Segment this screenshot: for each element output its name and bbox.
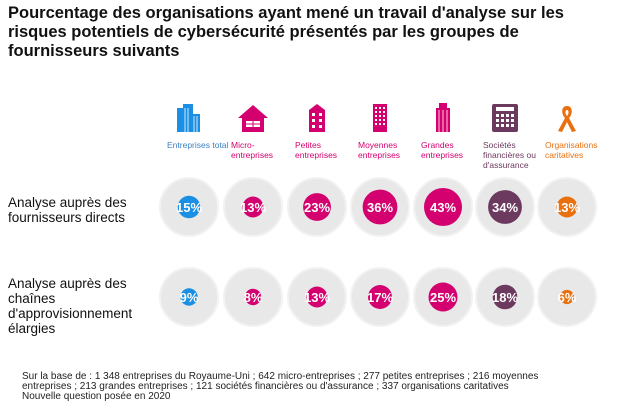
tower-building-icon (373, 104, 387, 132)
data-label: 18% (492, 290, 518, 305)
bubble-value-mark (423, 187, 463, 227)
data-label: 13% (554, 200, 580, 215)
bubble-0-0: 15% (159, 177, 219, 237)
category-label: Micro-entreprises (231, 140, 274, 160)
data-label: 36% (367, 200, 393, 215)
bubble-value-mark (492, 284, 518, 310)
bubble-1-2: 13% (287, 267, 347, 327)
footnote: Sur la base de : 1 348 entreprises du Ro… (22, 372, 582, 402)
bubble-value-mark (244, 288, 262, 306)
data-label: 6% (558, 290, 577, 305)
data-label: 34% (492, 200, 518, 215)
bubble-value-mark (428, 282, 458, 312)
data-label: 43% (430, 200, 456, 215)
data-label: 15% (176, 200, 202, 215)
bubble-1-3: 17% (350, 267, 410, 327)
house-icon (238, 105, 268, 132)
office-buildings-icon (177, 104, 200, 132)
chart-title: Pourcentage des organisations ayant mené… (8, 4, 564, 60)
bubble-value-mark (180, 288, 198, 306)
bubble-value-mark (242, 196, 264, 218)
bubble-1-1: 8% (223, 267, 283, 327)
data-label: 13% (304, 290, 330, 305)
bubble-1-6: 6% (537, 267, 597, 327)
category-1: Micro-entreprises (231, 102, 295, 160)
category-2: Petites entreprises (295, 102, 359, 160)
data-label: 9% (180, 290, 199, 305)
category-label: Petites entreprises (295, 140, 338, 160)
bubble-0-6: 13% (537, 177, 597, 237)
bubble-value-mark (368, 285, 392, 309)
bubble-value-mark (177, 195, 201, 219)
category-label: Moyennes entreprises (358, 140, 401, 160)
category-label: Sociétés financières ou d'assurance (483, 140, 536, 170)
bubble-0-4: 43% (413, 177, 473, 237)
bubble-value-mark (559, 289, 575, 305)
row-label-extended: Analyse auprès des chaînes d'approvision… (8, 276, 133, 336)
data-label: 25% (430, 290, 456, 305)
bubble-1-5: 18% (475, 267, 535, 327)
data-label: 23% (304, 200, 330, 215)
calculator-icon (492, 104, 518, 132)
footnote-base: Sur la base de : 1 348 entreprises du Ro… (22, 371, 539, 392)
category-4: Grandes entreprises (421, 102, 485, 160)
bubble-0-5: 34% (475, 177, 535, 237)
category-3: Moyennes entreprises (358, 102, 422, 160)
bubble-value-mark (488, 190, 522, 224)
row-label-direct: Analyse auprès des fournisseurs directs (8, 195, 127, 225)
footnote-new-question: Nouvelle question posée en 2020 (22, 391, 171, 402)
bubble-value-mark (303, 193, 331, 221)
bubble-0-2: 23% (287, 177, 347, 237)
bubble-value-mark (556, 196, 578, 218)
category-5: Sociétés financières ou d'assurance (483, 102, 547, 170)
ribbon-icon (558, 106, 576, 132)
category-label: Entreprises total (167, 140, 229, 150)
bubble-0-3: 36% (350, 177, 410, 237)
category-label: Grandes entreprises (421, 140, 464, 160)
category-label: Organisations caritatives (545, 140, 598, 160)
bubble-value-mark (362, 189, 398, 225)
bubble-1-0: 9% (159, 267, 219, 327)
bubble-1-4: 25% (413, 267, 473, 327)
large-building-icon (436, 103, 450, 132)
bubble-0-1: 13% (223, 177, 283, 237)
small-building-icon (309, 104, 325, 132)
data-label: 8% (244, 290, 263, 305)
data-label: 17% (367, 290, 393, 305)
data-label: 13% (240, 200, 266, 215)
category-6: Organisations caritatives (545, 102, 609, 160)
bubble-value-mark (306, 286, 328, 308)
category-0: Entreprises total (167, 102, 231, 150)
